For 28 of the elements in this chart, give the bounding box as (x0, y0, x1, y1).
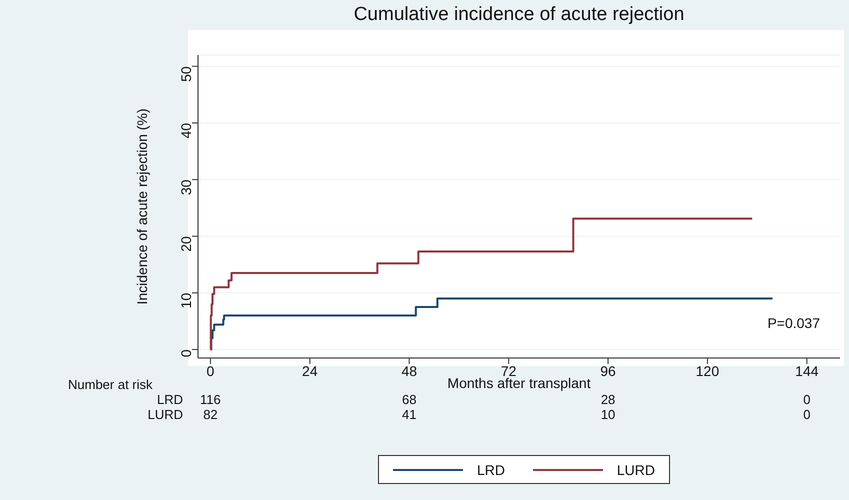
x-tick-label: 144 (795, 362, 819, 379)
x-tick-label: 120 (696, 362, 720, 379)
legend-label: LURD (616, 462, 656, 478)
x-tick-label: 0 (206, 362, 215, 379)
text: 82 (203, 407, 218, 422)
y-tick-label: 30 (178, 179, 194, 196)
y-tick-label: 20 (178, 236, 194, 252)
y-tick-label: 10 (178, 292, 194, 308)
text: 0 (802, 392, 812, 407)
y-tick-label: 50 (178, 66, 194, 82)
text: 116 (200, 392, 221, 407)
text: Number at risk (68, 377, 153, 392)
text: 41 (401, 407, 418, 422)
y-axis-title: Incidence of acute rejection (%) (134, 108, 150, 305)
x-tick-label: 96 (600, 362, 616, 379)
x-tick-label: 24 (302, 362, 318, 379)
annotation: P=0.037 (767, 315, 820, 331)
text: 10 (600, 407, 616, 422)
y-tick-label: 0 (178, 349, 194, 358)
chart-title: Cumulative incidence of acute rejection (352, 4, 686, 26)
y-tick-label: 40 (178, 122, 194, 139)
text: LRD (156, 392, 183, 407)
x-tick-label: 48 (401, 362, 418, 379)
text: 28 (600, 392, 616, 407)
text: 68 (401, 392, 418, 407)
legend-label: LRD (476, 462, 505, 478)
text: 0 (802, 407, 812, 422)
text: LURD (148, 407, 183, 422)
